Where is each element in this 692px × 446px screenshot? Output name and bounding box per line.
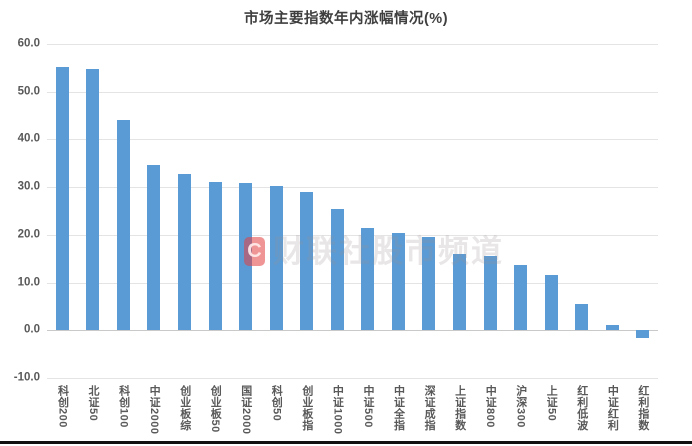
y-axis-tick-label: 60.0 <box>17 37 40 50</box>
bar-中证2000 <box>147 164 161 331</box>
x-axis-category-label: 科创50 <box>270 385 283 422</box>
bar-国证2000 <box>239 182 253 331</box>
bar-中证红利 <box>605 324 619 331</box>
y-axis-tick-label: 0.0 <box>24 323 40 336</box>
bar-北证50 <box>86 69 100 331</box>
bar-沪深300 <box>514 264 527 331</box>
x-axis-category-label: 深证成指 <box>423 385 436 431</box>
gridline <box>47 187 658 189</box>
gridline <box>47 330 658 332</box>
x-axis-category-label: 科创200 <box>56 385 69 428</box>
bar-创业板指 <box>300 191 314 331</box>
y-axis-tick-label: 20.0 <box>17 228 40 241</box>
x-axis-category-label: 中证红利 <box>606 385 619 431</box>
bar-上证指数 <box>452 254 466 331</box>
bottom-border-line <box>0 441 692 444</box>
x-axis-category-label: 中证1000 <box>331 385 344 435</box>
chart-title: 市场主要指数年内涨幅情况(%) <box>243 11 449 27</box>
x-axis-category-label: 国证2000 <box>239 385 252 435</box>
y-axis-tick-label: 50.0 <box>17 84 40 97</box>
bar-上证50 <box>544 275 558 331</box>
x-axis-category-label: 中证全指 <box>392 385 405 431</box>
bar-中证1000 <box>330 208 344 331</box>
x-axis-category-label: 中证2000 <box>148 385 161 435</box>
gridline <box>47 234 658 236</box>
bar-科创50 <box>269 185 283 331</box>
x-axis-category-label: 创业板50 <box>209 385 222 433</box>
x-axis-category-label: 中证500 <box>361 385 374 428</box>
y-axis-tick-label: 30.0 <box>17 180 40 193</box>
x-axis-category-label: 创业板指 <box>300 385 313 431</box>
x-axis-category-label: 创业板综 <box>178 385 191 431</box>
x-axis-category-label: 科创100 <box>117 385 130 428</box>
bar-创业板综 <box>178 173 191 331</box>
bar-创业板50 <box>208 181 222 331</box>
x-axis-category-label: 上证50 <box>545 385 558 422</box>
y-axis-tick-label: -10.0 <box>13 371 40 384</box>
gridline <box>47 282 658 284</box>
x-axis-category-label: 中证800 <box>484 385 497 428</box>
x-axis-category-label: 上证指数 <box>453 385 466 431</box>
x-axis-category-label: 红利低波 <box>575 385 588 431</box>
gridline <box>47 91 658 93</box>
bar-红利指数 <box>636 330 650 339</box>
gridline <box>47 378 658 379</box>
x-axis-category-label: 沪深300 <box>514 385 527 428</box>
y-axis-tick-label: 10.0 <box>17 275 40 288</box>
bar-科创200 <box>55 67 69 331</box>
x-axis-category-label: 红利指数 <box>636 385 649 431</box>
bar-科创100 <box>116 120 130 331</box>
x-axis-category-label: 北证50 <box>86 385 99 422</box>
y-axis-tick-label: 40.0 <box>17 132 40 145</box>
bar-红利低波 <box>575 304 589 331</box>
bar-中证800 <box>483 256 497 331</box>
bar-中证500 <box>361 228 375 331</box>
bar-深证成指 <box>422 237 436 331</box>
gridline <box>47 139 658 141</box>
bar-中证全指 <box>391 233 405 331</box>
gridline <box>47 44 658 45</box>
